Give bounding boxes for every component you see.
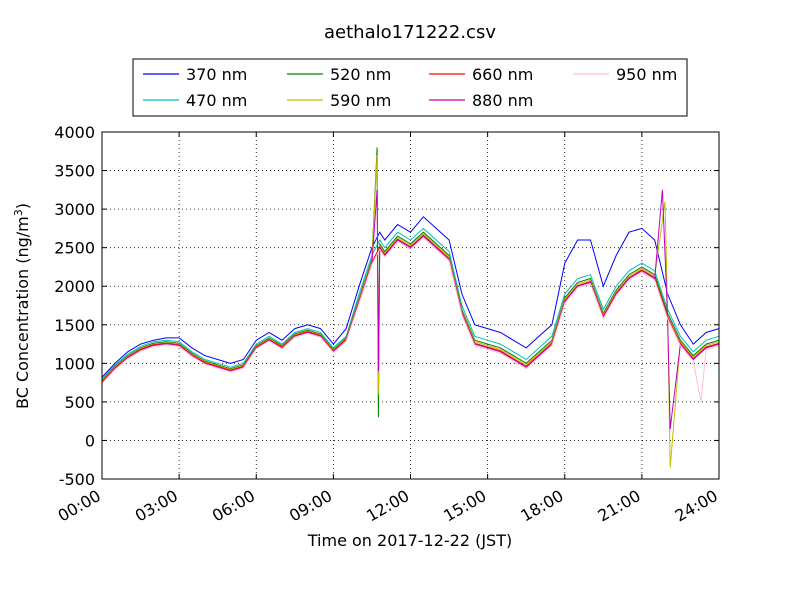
series-lines xyxy=(101,147,720,468)
legend-label: 950 nm xyxy=(616,65,677,84)
y-axis: 4000 3500 3000 2500 2000 1500 1000 500 0 -500 xyxy=(54,123,719,489)
y-axis-label-main: BC Concentration (ng/m xyxy=(13,216,32,409)
x-tick-label: 18:00 xyxy=(517,486,566,526)
grid xyxy=(102,132,719,479)
legend-label: 470 nm xyxy=(186,91,247,110)
legend-items: 370 nm 470 nm 520 nm 590 nm 660 nm 880 nm 950 … xyxy=(143,65,677,110)
series-line-370-nm xyxy=(101,216,720,378)
y-axis-label-sup: 3 xyxy=(12,209,25,216)
series-line-880-nm xyxy=(101,189,720,429)
y-tick-label: 3500 xyxy=(54,162,95,181)
y-tick-label: 1500 xyxy=(54,316,95,335)
y-tick-label: -500 xyxy=(59,470,95,489)
x-tick-label: 06:00 xyxy=(209,486,258,526)
x-tick-label: 09:00 xyxy=(286,486,335,526)
series-line-520-nm xyxy=(101,147,720,418)
y-axis-label: BC Concentration (ng/m3) xyxy=(12,203,33,409)
x-tick-label: 15:00 xyxy=(440,486,489,526)
y-axis-label-end: ) xyxy=(13,203,32,209)
x-axis: 00:00 03:00 06:00 09:00 12:00 15:00 18:00 21:00… xyxy=(55,132,721,526)
y-tick-label: 1000 xyxy=(54,354,95,373)
legend-label: 590 nm xyxy=(330,91,391,110)
x-tick-label: 03:00 xyxy=(132,486,181,526)
series-line-470-nm xyxy=(101,227,720,380)
y-tick-label: 2500 xyxy=(54,239,95,258)
y-tick-label: 4000 xyxy=(54,123,95,142)
series-line-950-nm xyxy=(101,236,720,402)
legend xyxy=(132,58,688,117)
legend-label: 370 nm xyxy=(186,65,247,84)
y-tick-label: 2000 xyxy=(54,277,95,296)
series-line-590-nm xyxy=(101,155,720,468)
x-tick-label: 12:00 xyxy=(363,486,412,526)
legend-label: 520 nm xyxy=(330,65,391,84)
legend-label: 880 nm xyxy=(472,91,533,110)
x-axis-label: Time on 2017-12-22 (JST) xyxy=(307,531,512,550)
y-tick-label: 3000 xyxy=(54,200,95,219)
y-tick-label: 0 xyxy=(85,431,95,450)
x-tick-label: 21:00 xyxy=(594,486,643,526)
x-tick-label: 24:00 xyxy=(672,486,721,526)
chart-title: aethalo171222.csv xyxy=(324,22,496,43)
y-tick-label: 500 xyxy=(64,393,95,412)
x-tick-label: 00:00 xyxy=(55,486,104,526)
legend-label: 660 nm xyxy=(472,65,533,84)
